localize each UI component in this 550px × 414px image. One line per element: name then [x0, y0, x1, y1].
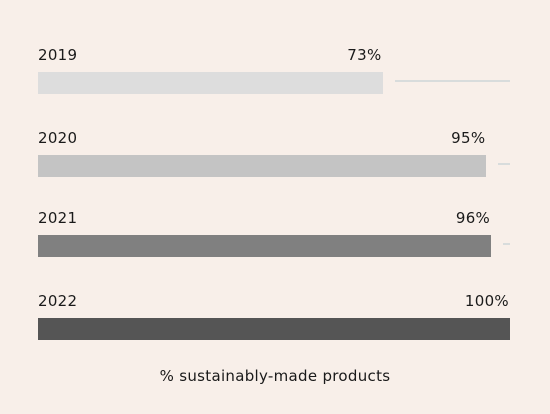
year-label-2021: 2021 [38, 209, 78, 227]
value-label-2021: 96% [455, 209, 491, 227]
value-label-2022: 100% [464, 292, 509, 310]
value-label-2019: 73% [347, 46, 382, 64]
bar-2020 [38, 155, 487, 177]
year-label-2019: 2019 [38, 46, 78, 64]
chart-caption: % sustainably-made products [159, 367, 391, 385]
bar-2022 [38, 318, 510, 340]
year-label-2022: 2022 [38, 292, 78, 310]
remaining-track-2019 [394, 80, 510, 82]
remaining-track-2020 [498, 163, 510, 165]
year-label-2020: 2020 [38, 129, 78, 147]
bar-2021 [38, 235, 492, 257]
remaining-track-2021 [503, 243, 510, 245]
bar-2019 [38, 72, 383, 94]
value-label-2020: 95% [451, 129, 486, 147]
